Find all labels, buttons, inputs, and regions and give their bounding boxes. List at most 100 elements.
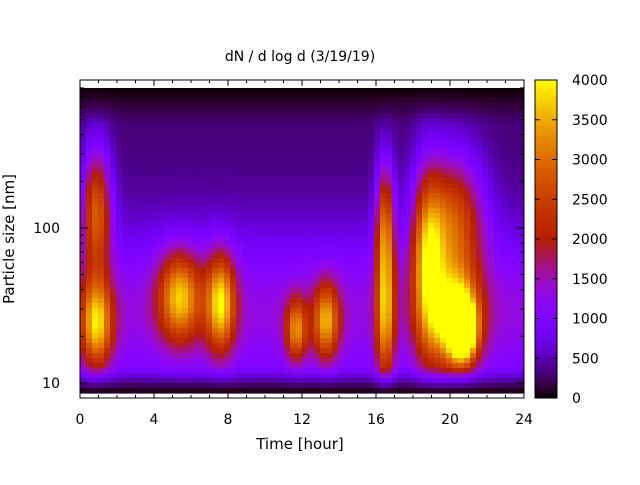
heat-cell (404, 268, 411, 274)
heat-cell (110, 128, 117, 134)
heat-cell (374, 183, 381, 189)
heat-cell (452, 148, 459, 154)
heat-cell (320, 218, 327, 224)
heat-cell (188, 233, 195, 239)
heat-cell (392, 303, 399, 309)
heat-cell (374, 288, 381, 294)
heat-cell (446, 338, 453, 344)
heat-cell (350, 173, 357, 179)
heat-cell (224, 288, 231, 294)
heat-cell (236, 288, 243, 294)
heat-cell (296, 143, 303, 149)
heat-cell (482, 368, 489, 374)
heat-cell (248, 168, 255, 174)
heat-cell (260, 143, 267, 149)
heat-cell (338, 353, 345, 359)
heat-cell (86, 178, 93, 184)
heat-cell (446, 318, 453, 324)
heat-cell (452, 88, 459, 94)
heat-cell (464, 353, 471, 359)
heat-cell (368, 308, 375, 314)
heat-cell (122, 208, 129, 214)
heat-cell (122, 388, 129, 394)
heat-cell (158, 333, 165, 339)
heat-cell (230, 168, 237, 174)
heat-cell (386, 273, 393, 279)
heat-cell (350, 298, 357, 304)
heat-cell (176, 263, 183, 269)
heat-cell (308, 93, 315, 99)
heat-cell (422, 173, 429, 179)
heat-cell (332, 168, 339, 174)
heat-cell (212, 268, 219, 274)
heat-cell (116, 278, 123, 284)
heat-cell (386, 123, 393, 129)
heat-cell (332, 88, 339, 94)
heat-cell (350, 238, 357, 244)
heat-cell (200, 163, 207, 169)
heat-cell (494, 138, 501, 144)
heat-cell (470, 158, 477, 164)
heat-cell (284, 313, 291, 319)
heat-cell (86, 118, 93, 124)
heat-cell (86, 313, 93, 319)
heat-cell (194, 303, 201, 309)
heat-cell (392, 93, 399, 99)
heat-cell (344, 118, 351, 124)
heat-cell (260, 193, 267, 199)
heat-cell (80, 338, 87, 344)
heat-cell (104, 103, 111, 109)
heat-cell (518, 268, 524, 274)
heat-cell (164, 313, 171, 319)
heat-cell (248, 233, 255, 239)
heat-cell (326, 263, 333, 269)
heat-cell (284, 228, 291, 234)
heat-cell (212, 253, 219, 259)
heat-cell (410, 143, 417, 149)
heat-cell (92, 353, 99, 359)
heat-cell (200, 228, 207, 234)
heat-cell (170, 103, 177, 109)
heat-cell (164, 323, 171, 329)
heat-cell (146, 138, 153, 144)
heat-cell (188, 188, 195, 194)
heat-cell (338, 128, 345, 134)
heat-cell (488, 233, 495, 239)
heat-cell (392, 373, 399, 379)
heat-cell (476, 348, 483, 354)
heat-cell (332, 268, 339, 274)
heat-cell (224, 93, 231, 99)
heat-cell (380, 148, 387, 154)
heat-cell (278, 128, 285, 134)
heat-cell (494, 128, 501, 134)
heat-cell (302, 383, 309, 389)
heat-cell (518, 123, 524, 129)
heat-cell (476, 373, 483, 379)
heat-cell (380, 113, 387, 119)
heat-cell (392, 123, 399, 129)
heat-cell (368, 168, 375, 174)
heat-cell (464, 103, 471, 109)
heat-cell (446, 383, 453, 389)
heat-cell (218, 173, 225, 179)
heat-cell (164, 148, 171, 154)
heat-cell (416, 138, 423, 144)
heat-cell (110, 263, 117, 269)
heat-cell (488, 358, 495, 364)
heat-cell (224, 103, 231, 109)
heat-cell (320, 158, 327, 164)
heat-cell (206, 138, 213, 144)
heat-cell (434, 113, 441, 119)
heat-cell (500, 223, 507, 229)
heat-cell (368, 253, 375, 259)
heat-cell (440, 323, 447, 329)
heat-cell (146, 198, 153, 204)
heat-cell (122, 88, 129, 94)
heat-cell (236, 178, 243, 184)
heat-cell (278, 213, 285, 219)
heat-cell (176, 103, 183, 109)
heat-cell (200, 178, 207, 184)
heat-cell (440, 103, 447, 109)
heat-cell (158, 298, 165, 304)
heat-cell (344, 133, 351, 139)
